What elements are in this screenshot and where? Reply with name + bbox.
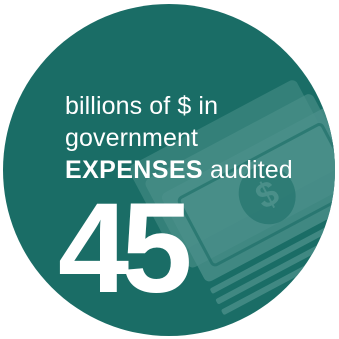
- caption-line-2: government: [65, 124, 199, 152]
- stat-background: $: [3, 4, 335, 336]
- money-stack-icon: [129, 80, 335, 315]
- stat-caption: billions of $ in government EXPENSES aud…: [65, 90, 293, 186]
- caption-line-1: billions of $ in: [65, 92, 219, 120]
- caption-emphasis: EXPENSES: [65, 156, 203, 184]
- stat-badge-circle: $ billions of $ in government EXPENSES a…: [3, 4, 335, 336]
- caption-line-3: EXPENSES audited: [65, 154, 293, 186]
- caption-tail: audited: [210, 156, 293, 184]
- stat-value: 45: [58, 177, 192, 320]
